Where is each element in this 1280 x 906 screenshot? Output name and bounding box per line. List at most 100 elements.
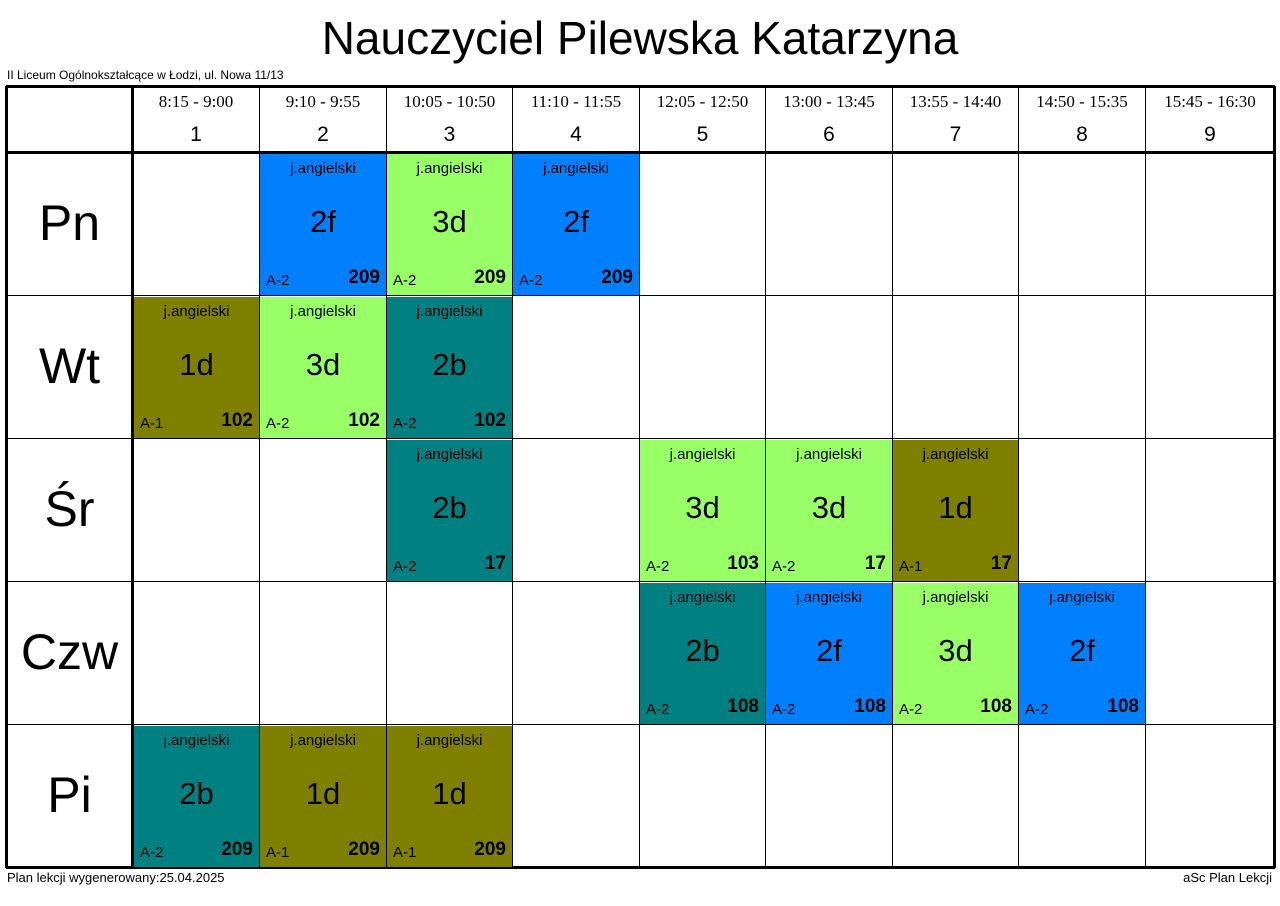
lesson-subject: j.angielski — [669, 589, 736, 606]
day-name: Wt — [38, 338, 101, 394]
day-name: Śr — [44, 481, 95, 537]
period-number: 6 — [823, 123, 835, 146]
grid-line-vertical — [639, 86, 640, 868]
lesson-card[interactable]: j.angielski 1d A-1 209 — [387, 726, 512, 867]
lesson-card[interactable]: j.angielski 3d A-2 103 — [640, 440, 765, 581]
lesson-room: 209 — [348, 267, 380, 288]
period-number: 4 — [570, 123, 582, 146]
lesson-group: A-2 — [646, 558, 670, 575]
lesson-card[interactable]: j.angielski 2b A-2 102 — [387, 297, 512, 438]
lesson-card[interactable]: j.angielski 2b A-2 17 — [387, 440, 512, 581]
lesson-class: 1d — [179, 347, 214, 382]
lesson-class: 1d — [432, 776, 467, 811]
lesson-subject: j.angielski — [922, 589, 989, 606]
grid-line-vertical — [765, 86, 766, 868]
grid-line-vertical — [386, 86, 387, 868]
lesson-subject: j.angielski — [163, 303, 230, 320]
lesson-subject: j.angielski — [1049, 589, 1115, 606]
day-name: Pi — [47, 767, 92, 823]
grid-line-vertical — [259, 86, 260, 868]
generator-credit: aSc Plan Lekcji — [1183, 870, 1272, 885]
period-number: 2 — [317, 123, 329, 146]
lesson-class: 2f — [310, 204, 336, 239]
period-number: 9 — [1204, 123, 1216, 146]
lesson-card[interactable]: j.angielski 2f A-2 108 — [766, 583, 892, 724]
lesson-group: A-2 — [772, 701, 796, 718]
lesson-subject: j.angielski — [543, 160, 609, 177]
grid-line-vertical — [892, 86, 893, 868]
grid-line-vertical — [1145, 86, 1146, 868]
lesson-room: 102 — [474, 410, 506, 431]
lesson-card[interactable]: j.angielski 2b A-2 209 — [134, 726, 259, 867]
lesson-group: A-1 — [393, 844, 417, 861]
period-time: 10:05 - 10:50 — [403, 92, 496, 111]
lesson-room: 17 — [990, 553, 1012, 574]
lesson-class: 1d — [305, 776, 341, 811]
lesson-room: 102 — [348, 410, 380, 431]
grid-line-horizontal — [6, 866, 1275, 869]
lesson-group: A-2 — [1025, 701, 1049, 718]
lesson-class: 3d — [811, 490, 847, 525]
lesson-subject: j.angielski — [416, 446, 483, 463]
lesson-room: 108 — [727, 696, 759, 717]
lesson-group: A-2 — [899, 701, 923, 718]
lesson-class: 3d — [685, 490, 720, 525]
period-time: 9:10 - 9:55 — [285, 92, 361, 111]
lesson-subject: j.angielski — [669, 446, 736, 463]
period-time: 13:00 - 13:45 — [783, 92, 875, 111]
period-number: 7 — [949, 123, 962, 146]
lesson-class: 2b — [179, 776, 214, 811]
lesson-card[interactable]: j.angielski 3d A-2 102 — [260, 297, 386, 438]
lesson-group: A-2 — [519, 272, 543, 289]
lesson-class: 2f — [563, 204, 589, 239]
lesson-card[interactable]: j.angielski 2f A-2 209 — [513, 154, 639, 295]
lesson-class: 2f — [816, 633, 842, 668]
lesson-card[interactable]: j.angielski 2f A-2 108 — [1019, 583, 1145, 724]
grid-line-vertical — [5, 86, 8, 868]
lesson-room: 209 — [474, 839, 506, 860]
lesson-subject: j.angielski — [796, 446, 862, 463]
lesson-group: A-2 — [393, 558, 417, 575]
lesson-room: 17 — [864, 553, 886, 574]
lesson-room: 108 — [854, 696, 886, 717]
period-number: 5 — [696, 123, 709, 146]
lesson-subject: j.angielski — [416, 160, 483, 177]
period-time: 14:50 - 15:35 — [1036, 92, 1128, 111]
day-name: Czw — [20, 624, 119, 680]
lesson-card[interactable]: j.angielski 3d A-2 209 — [387, 154, 512, 295]
page-title: Nauczyciel Pilewska Katarzyna — [321, 12, 959, 64]
lesson-group: A-2 — [266, 415, 290, 432]
period-time: 11:10 - 11:55 — [530, 92, 622, 111]
generated-date: Plan lekcji wygenerowany:25.04.2025 — [7, 870, 225, 885]
grid-line-horizontal — [6, 295, 1275, 296]
lesson-group: A-2 — [140, 844, 164, 861]
lesson-room: 108 — [1107, 696, 1139, 717]
grid-line-vertical — [1273, 86, 1276, 868]
grid-line-horizontal — [6, 438, 1275, 439]
lesson-room: 209 — [348, 839, 380, 860]
period-time: 13:55 - 14:40 — [909, 92, 1002, 111]
lesson-card[interactable]: j.angielski 2b A-2 108 — [640, 583, 765, 724]
lesson-card[interactable]: j.angielski 1d A-1 17 — [893, 440, 1018, 581]
lesson-group: A-2 — [266, 272, 290, 289]
lesson-card[interactable]: j.angielski 1d A-1 102 — [134, 297, 259, 438]
period-time: 12:05 - 12:50 — [656, 92, 749, 111]
lesson-group: A-1 — [899, 558, 923, 575]
lesson-subject: j.angielski — [416, 303, 483, 320]
period-number: 1 — [190, 123, 202, 146]
lesson-group: A-1 — [266, 844, 290, 861]
grid-line-horizontal — [6, 724, 1275, 725]
lesson-subject: j.angielski — [796, 589, 862, 606]
lesson-room: 209 — [221, 839, 253, 860]
lesson-subject: j.angielski — [922, 446, 989, 463]
lesson-class: 1d — [938, 490, 973, 525]
lesson-class: 2b — [432, 490, 467, 525]
lesson-card[interactable]: j.angielski 1d A-1 209 — [260, 726, 386, 867]
grid-line-horizontal — [6, 85, 1275, 88]
lesson-room: 103 — [727, 553, 759, 574]
lesson-card[interactable]: j.angielski 2f A-2 209 — [260, 154, 386, 295]
lesson-card[interactable]: j.angielski 3d A-2 17 — [766, 440, 892, 581]
lesson-class: 3d — [305, 347, 341, 382]
lesson-card[interactable]: j.angielski 3d A-2 108 — [893, 583, 1018, 724]
